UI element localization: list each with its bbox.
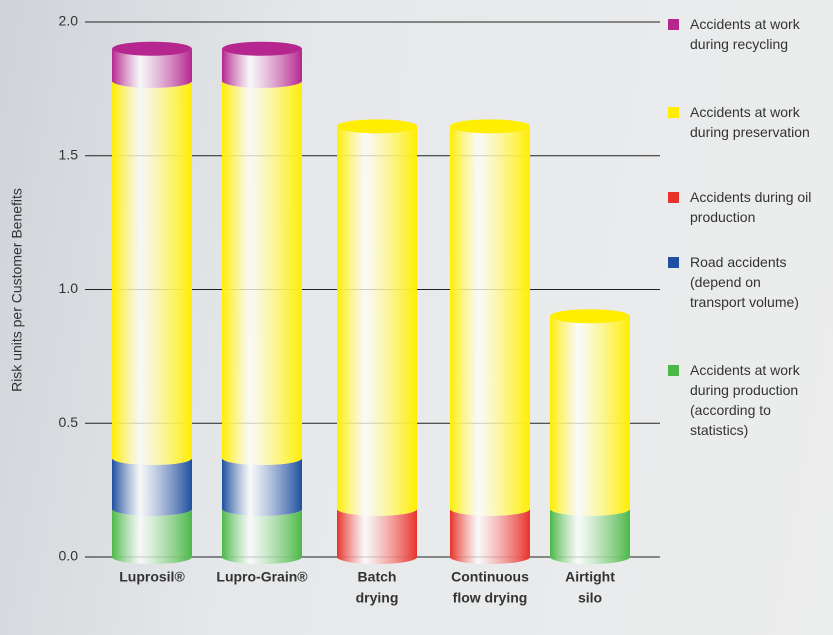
bar-cap — [550, 309, 630, 324]
x-tick-label: flow drying — [453, 590, 528, 606]
bar-segment — [450, 126, 530, 516]
y-tick-label: 0.0 — [59, 548, 79, 564]
bar-cap — [112, 41, 192, 56]
bar-cap — [222, 41, 302, 56]
legend-label: Road accidents (depend on transport volu… — [690, 254, 799, 310]
legend-swatch — [668, 107, 679, 118]
legend-swatch — [668, 192, 679, 203]
bar-segment — [337, 508, 417, 564]
x-tick-label: silo — [578, 590, 602, 606]
y-axis-label: Risk units per Customer Benefits — [9, 188, 25, 392]
legend-swatch — [668, 365, 679, 376]
y-tick-label: 2.0 — [59, 13, 79, 29]
legend-item: Road accidents (depend on transport volu… — [668, 252, 815, 312]
x-tick-label: Batch — [358, 569, 397, 585]
bar-segment — [112, 508, 192, 564]
bar-segment — [222, 80, 302, 466]
legend-label: Accidents at work during preservation — [690, 104, 810, 140]
legend-label: Accidents during oil production — [690, 189, 812, 225]
bar-segment — [337, 126, 417, 516]
bar-segment — [550, 508, 630, 564]
x-tick-label: drying — [356, 590, 399, 606]
bar-segment — [112, 80, 192, 466]
y-tick-label: 1.0 — [59, 280, 79, 296]
legend-label: Accidents at work during recycling — [690, 16, 800, 52]
bar-segment — [222, 508, 302, 564]
x-tick-label: Luprosil® — [119, 569, 185, 585]
bar-cap — [450, 119, 530, 134]
bar-segment — [550, 316, 630, 516]
bar-segment — [450, 508, 530, 564]
bar-cap — [337, 119, 417, 134]
x-tick-label: Continuous — [451, 569, 529, 585]
legend-label: Accidents at work during production (acc… — [690, 362, 800, 438]
x-tick-label: Lupro-Grain® — [216, 569, 308, 585]
y-tick-label: 0.5 — [59, 414, 79, 430]
legend-swatch — [668, 19, 679, 30]
y-tick-label: 1.5 — [59, 146, 79, 162]
bar-segment — [112, 458, 192, 516]
legend-item: Accidents at work during recycling — [668, 14, 815, 54]
bar-segment — [222, 458, 302, 516]
legend-item: Accidents during oil production — [668, 187, 815, 227]
x-tick-label: Airtight — [565, 569, 615, 585]
bar-segment — [112, 48, 192, 88]
bar-segment — [222, 48, 302, 88]
legend-swatch — [668, 257, 679, 268]
legend-item: Accidents at work during preservation — [668, 102, 815, 142]
legend-item: Accidents at work during production (acc… — [668, 360, 815, 440]
